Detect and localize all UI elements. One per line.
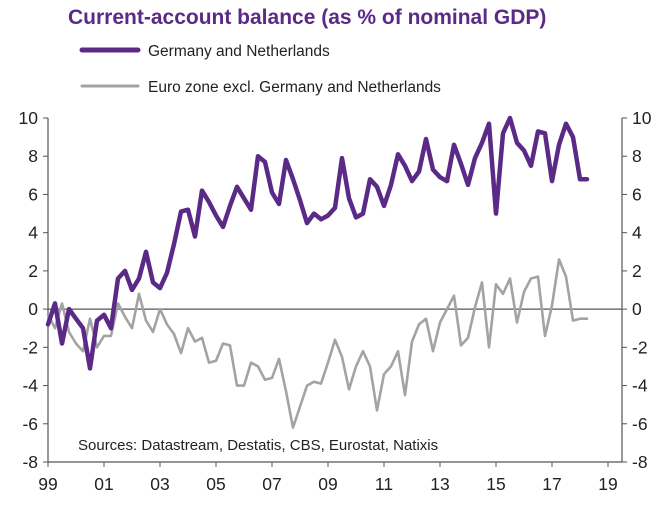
- tick-labels: -8 -8 -6 -6 -4 -4 -2 -2 0 0 2 2 4 4 6 6 8 8 10 10 99 01 03 05 07…: [19, 108, 652, 494]
- x-tick-label: 17: [542, 474, 561, 494]
- y-tick-label-left: -2: [22, 337, 38, 357]
- x-tick-label: 07: [262, 474, 281, 494]
- legend-label-germany-netherlands: Germany and Netherlands: [148, 43, 330, 60]
- y-tick-label-right: 2: [632, 261, 642, 281]
- legend-label-euro-zone: Euro zone excl. Germany and Netherlands: [148, 79, 441, 96]
- series-layer: [45, 115, 590, 429]
- y-tick-label-left: -8: [22, 452, 38, 472]
- x-tick-label: 05: [206, 474, 225, 494]
- source-note: Sources: Datastream, Destatis, CBS, Euro…: [78, 437, 438, 454]
- y-tick-label-right: -8: [632, 452, 648, 472]
- y-tick-label-right: 0: [632, 299, 642, 319]
- series-line-euro-zone-excl: [46, 258, 589, 429]
- x-tick-label: 09: [318, 474, 337, 494]
- y-tick-label-right: 6: [632, 184, 642, 204]
- legend: Germany and Netherlands Euro zone excl. …: [79, 43, 441, 96]
- y-tick-label-left: 10: [19, 108, 39, 128]
- x-tick-label: 13: [430, 474, 449, 494]
- y-tick-label-right: -6: [632, 414, 648, 434]
- series-line-germany-netherlands: [45, 115, 590, 371]
- y-tick-label-right: -4: [632, 376, 648, 396]
- x-tick-label: 19: [598, 474, 617, 494]
- y-tick-label-left: 2: [28, 261, 38, 281]
- y-tick-label-right: 8: [632, 146, 642, 166]
- x-tick-label: 03: [150, 474, 169, 494]
- y-tick-label-left: -6: [22, 414, 38, 434]
- y-tick-label-left: 4: [28, 223, 38, 243]
- y-tick-label-left: 0: [28, 299, 38, 319]
- x-tick-label: 99: [38, 474, 57, 494]
- y-tick-label-right: 4: [632, 223, 642, 243]
- x-tick-label: 15: [486, 474, 505, 494]
- x-tick-label: 01: [94, 474, 113, 494]
- chart-title: Current-account balance (as % of nominal…: [68, 6, 546, 29]
- y-tick-label-left: 6: [28, 184, 38, 204]
- x-tick-label: 11: [375, 474, 393, 494]
- y-tick-label-left: -4: [22, 376, 38, 396]
- y-tick-label-right: 10: [632, 108, 652, 128]
- y-tick-label-left: 8: [28, 146, 38, 166]
- y-tick-label-right: -2: [632, 337, 648, 357]
